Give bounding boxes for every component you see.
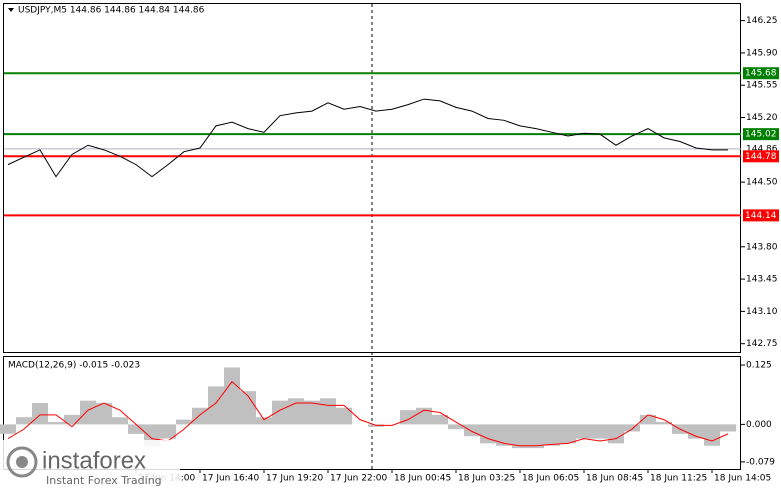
macd-bar [720,424,736,432]
macd-bar [224,367,240,425]
plot: 146.25 145.90 145.55 145.20 144.50 143.80 143.… [0,16,779,484]
macd-bar [512,424,528,449]
macd-bar [160,424,176,439]
macd-bar [656,422,672,425]
macd-bar [208,386,224,425]
macd-bar [528,424,544,449]
macd-bar [400,410,416,425]
macd-bar [64,414,80,425]
x-tick-label: 18 Jun 08:45 [586,474,643,484]
logo-icon-core [16,456,28,468]
signal-line [7,380,729,447]
level-label-bg [743,67,779,80]
macd-bar [96,403,112,425]
x-tick-label: 18 Jun 03:25 [458,474,515,484]
macd-bar [464,424,480,437]
macd-bar [640,414,656,425]
x-tick-label: 17 Jun 22:00 [330,474,387,484]
macd-bar [704,424,720,446]
macd-bar [80,400,96,425]
x-tick-label: 18 Jun 14:05 [714,474,771,484]
chart-title: USDJPY,M5 144.86 144.86 144.84 144.86 [18,6,205,16]
level-label-bg [743,209,779,222]
macd-bar [560,424,576,444]
macd-bar [176,419,192,425]
macd-bar [16,417,32,425]
y-tick-label: 143.80 [746,242,778,252]
level-label: 145.02 [745,130,777,140]
current-price-label: 144.86 [746,144,778,154]
macd-bar [496,424,512,446]
y-tick-label: 146.25 [746,16,778,26]
macd-bar [304,400,320,425]
price-line [7,98,728,178]
x-tick-label: 17 Jun 19:20 [266,474,323,484]
macd-bar [480,424,496,444]
macd-bar [128,424,144,434]
y-tick-label: 143.10 [746,307,778,317]
macd-bar [608,424,624,444]
macd-bar [432,414,448,425]
macd-bar [32,403,48,425]
level-label: 144.78 [745,152,777,162]
y-tick-label: 144.50 [746,178,778,188]
watermark: instaforex Instant Forex Trading [0,440,180,489]
y-tick-label: 0.125 [746,361,772,371]
macd-bar [592,424,608,439]
macd-bar [544,424,560,446]
level-label-bg [743,150,779,163]
level-label: 145.68 [745,69,777,79]
y-tick-label: 145.20 [746,113,778,123]
x-tick-label: 18 Jun 00:45 [394,474,451,484]
macd-bar [288,398,304,425]
macd-panel [3,356,741,470]
level-label: 144.14 [745,211,777,221]
macd-bar [240,391,256,425]
macd-bar [272,400,288,425]
macd-title: MACD(12,26,9) -0.015 -0.023 [8,361,140,371]
x-tick-label: 18 Jun 11:25 [650,474,707,484]
macd-bar [624,424,640,432]
y-tick-label: 0.000 [746,420,772,430]
macd-bar [416,407,432,425]
y-tick-label: 145.55 [746,81,778,91]
y-tick-label: 142.75 [746,339,778,349]
watermark-tagline: Instant Forex Trading [46,474,162,487]
level-label-bg [743,128,779,141]
x-tick-label: 17 Jun 16:40 [202,474,259,484]
macd-bar [48,422,64,425]
macd-bar [256,417,272,425]
y-tick-label: -0.079 [746,457,775,467]
macd-bar [0,424,16,434]
x-tick-label: 18 Jun 06:05 [522,474,579,484]
macd-bar [320,398,336,425]
macd-bar [112,417,128,425]
y-tick-label: 145.90 [746,48,778,58]
macd-bar [576,424,592,439]
macd-bar [336,407,352,425]
watermark-brand: instaforex [42,447,146,474]
macd-bar [448,424,464,430]
logo-icon [6,446,38,478]
macd-bar [688,424,704,439]
watermark-bg [0,440,180,489]
y-tick-label: 143.45 [746,275,778,285]
menu-arrow [8,8,14,12]
